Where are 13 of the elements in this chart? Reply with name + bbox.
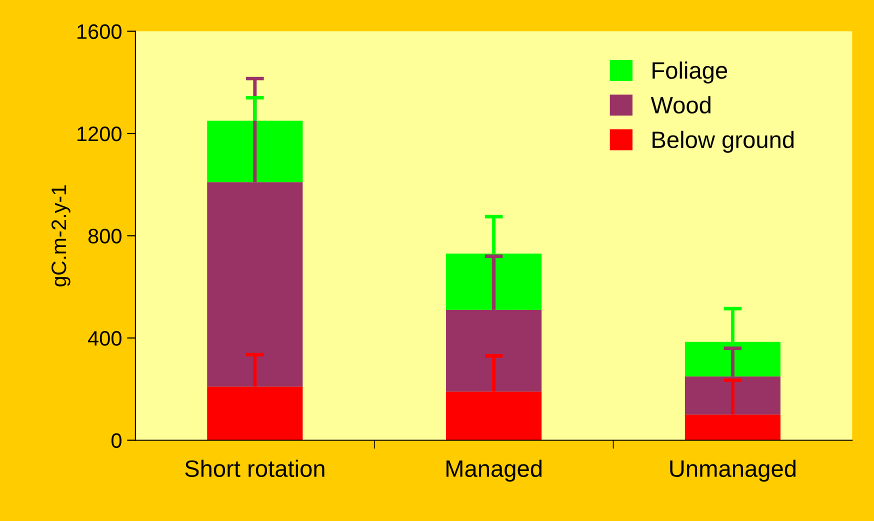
legend-label: Wood xyxy=(650,96,710,114)
x-tick-label: Unmanaged xyxy=(670,460,796,482)
legend-label: Foliage xyxy=(652,62,728,84)
y-tick-label: 1600 xyxy=(78,24,122,40)
y-tick-label: 1200 xyxy=(78,126,122,142)
y-axis-title: gC.m-2.y-1 xyxy=(52,185,70,286)
x-tick-label: Managed xyxy=(446,460,542,482)
y-tick-label: 400 xyxy=(88,331,122,346)
x-tick-label: Short rotation xyxy=(185,460,324,478)
y-tick-label: 0 xyxy=(112,433,122,448)
legend-label: Below ground xyxy=(652,130,794,153)
bar xyxy=(207,120,303,182)
y-tick-label: 800 xyxy=(88,228,122,244)
